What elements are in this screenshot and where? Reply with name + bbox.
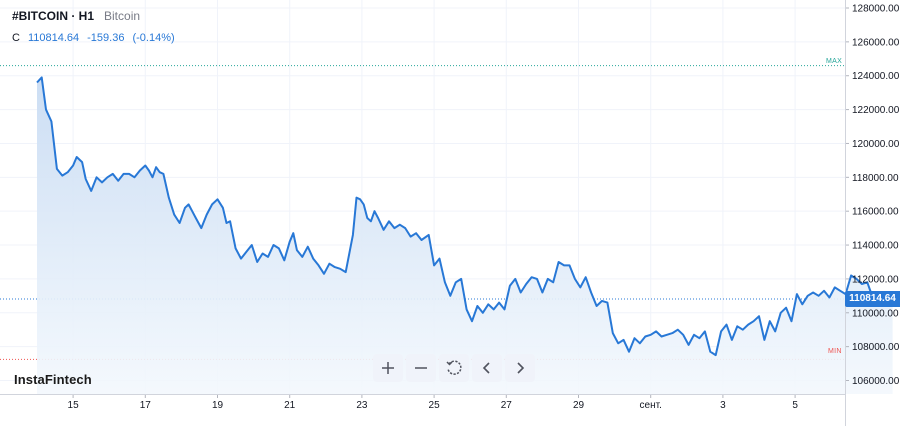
x-tick-label: 27	[501, 400, 513, 411]
y-tick-label: 120000.00	[852, 139, 900, 150]
chevron-right-icon	[517, 362, 525, 374]
chart-legend: #BITCOIN · H1 Bitcoin C 110814.64 -159.3…	[12, 9, 175, 45]
scroll-right-button[interactable]	[505, 354, 535, 382]
y-tick-label: 118000.00	[852, 173, 899, 184]
close-value: 110814.64	[27, 32, 80, 44]
y-tick-label: 128000.00	[852, 4, 900, 15]
change-percent: (-0.14%)	[132, 32, 175, 44]
x-tick-label: сент.	[640, 400, 662, 411]
x-tick-label: 21	[284, 400, 296, 411]
y-tick-label: 114000.00	[852, 241, 899, 252]
symbol-title[interactable]: #BITCOIN · H1	[12, 9, 95, 23]
price-axis: 106000.00 108000.00 110000.00 112000.00 1140…	[845, 0, 900, 426]
y-tick-label: 116000.00	[852, 207, 899, 218]
reset-icon	[446, 360, 462, 375]
x-tick-label: 19	[212, 400, 224, 411]
price-area-fill	[37, 77, 893, 395]
zoom-out-button[interactable]	[406, 354, 436, 382]
plus-icon	[382, 362, 394, 374]
brand-logo: InstaFintech	[14, 372, 92, 387]
y-tick-label: 106000.00	[852, 376, 900, 387]
x-tick-label: 17	[140, 400, 152, 411]
x-tick-label: 3	[720, 400, 726, 411]
y-tick-label: 108000.00	[852, 342, 900, 353]
y-tick-label: 124000.00	[852, 71, 900, 82]
x-tick-label: 23	[356, 400, 368, 411]
change-value: -159.36	[87, 32, 125, 44]
reset-button[interactable]	[439, 354, 469, 382]
y-tick-label: 112000.00	[852, 274, 899, 285]
y-tick-label: 110000.00	[852, 308, 899, 319]
y-tick-label: 122000.00	[852, 105, 900, 116]
x-tick-label: 15	[68, 400, 80, 411]
time-axis: 15 17 19 21 23 25 27 29 сент. 3 5	[0, 394, 845, 411]
last-price-tag: 110814.64	[845, 290, 900, 307]
symbol-description: Bitcoin	[104, 9, 141, 23]
price-line	[36, 76, 893, 357]
min-label: MIN	[828, 348, 842, 355]
chevron-left-icon	[482, 362, 490, 374]
y-tick-label: 126000.00	[852, 37, 900, 48]
x-tick-label: 5	[792, 400, 798, 411]
minus-icon	[415, 367, 427, 369]
close-label: C	[12, 32, 20, 44]
x-tick-label: 29	[573, 400, 585, 411]
chart-toolbar	[373, 354, 535, 382]
scroll-left-button[interactable]	[472, 354, 502, 382]
x-tick-label: 25	[429, 400, 441, 411]
zoom-in-button[interactable]	[373, 354, 403, 382]
max-label: MAX	[826, 58, 843, 65]
